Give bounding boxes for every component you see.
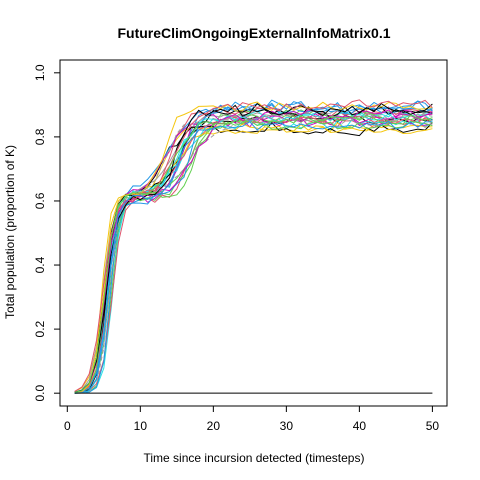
x-tick-label: 10 bbox=[134, 419, 148, 433]
series-line bbox=[74, 113, 433, 394]
y-tick-label: 0.8 bbox=[33, 128, 47, 145]
y-axis: 0.0 0.2 0.4 0.6 0.8 1.0 bbox=[33, 64, 60, 402]
y-tick-label: 0.6 bbox=[33, 192, 47, 209]
chart-title: FutureClimOngoingExternalInfoMatrix0.1 bbox=[117, 25, 390, 41]
plot-area bbox=[74, 99, 433, 394]
series-line bbox=[74, 102, 433, 393]
series-line bbox=[74, 101, 433, 394]
y-axis-label: Total population (proportion of K) bbox=[3, 145, 17, 319]
series-line bbox=[74, 120, 433, 394]
x-axis: 0 10 20 30 40 50 bbox=[64, 406, 439, 433]
x-tick-label: 20 bbox=[207, 419, 221, 433]
y-tick-label: 1.0 bbox=[33, 64, 47, 81]
series-layer bbox=[74, 99, 433, 394]
series-line bbox=[74, 99, 433, 394]
plot-frame bbox=[59, 59, 448, 407]
series-line bbox=[74, 115, 433, 394]
x-axis-label: Time since incursion detected (timesteps… bbox=[144, 451, 365, 465]
series-line bbox=[74, 114, 433, 393]
x-tick-label: 30 bbox=[280, 419, 294, 433]
series-line bbox=[74, 99, 433, 392]
y-tick-label: 0.0 bbox=[33, 385, 47, 402]
y-tick-label: 0.4 bbox=[33, 256, 47, 273]
x-tick-label: 50 bbox=[426, 419, 440, 433]
y-tick-label: 0.2 bbox=[33, 320, 47, 337]
x-tick-label: 40 bbox=[353, 419, 367, 433]
x-tick-label: 0 bbox=[64, 419, 71, 433]
